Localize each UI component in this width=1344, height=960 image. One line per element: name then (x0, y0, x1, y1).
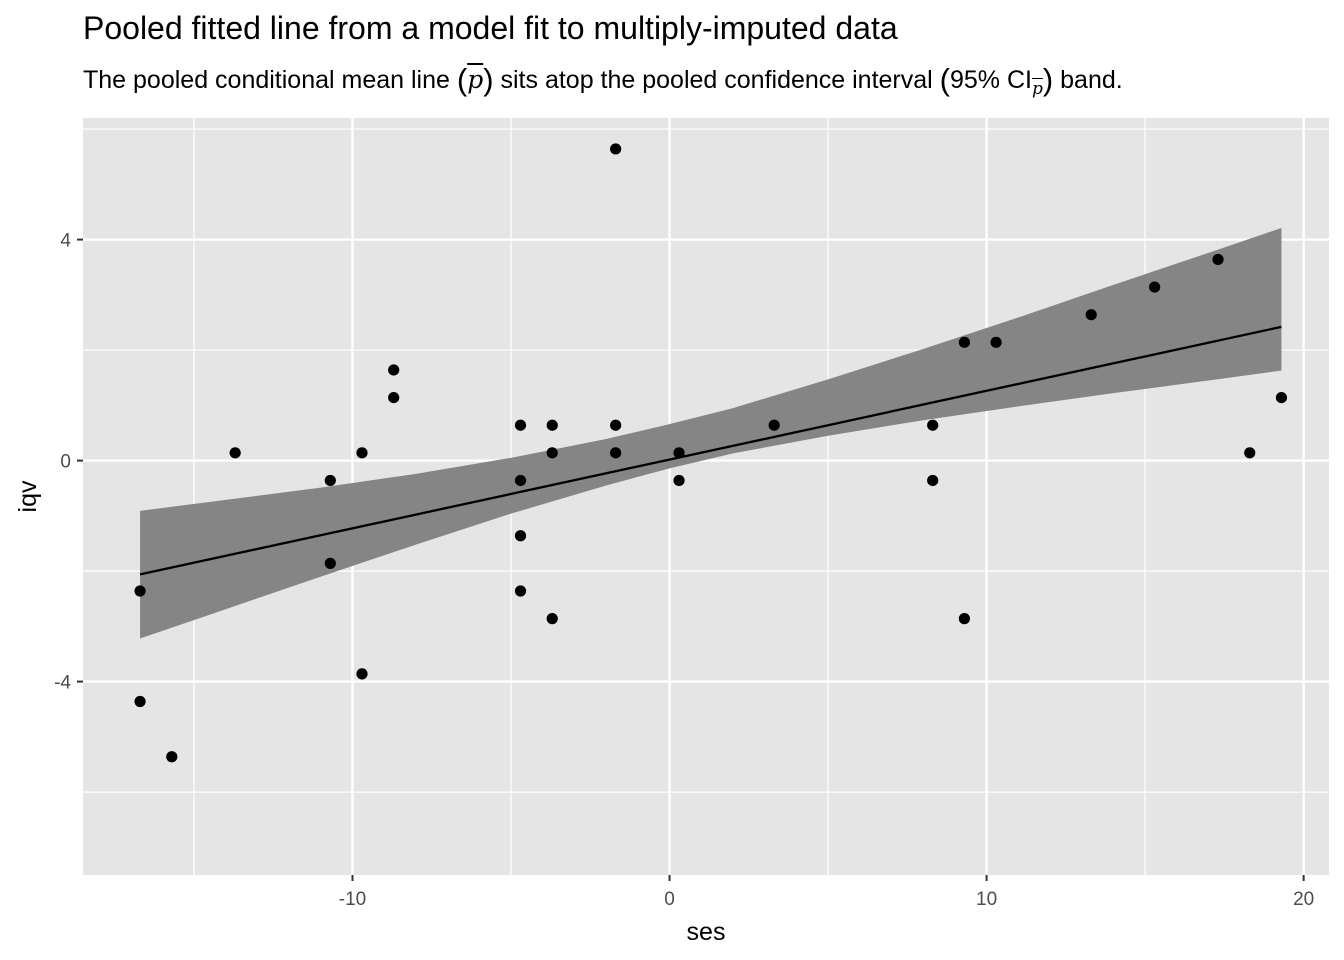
y-axis-ticks: -4 0 4 (54, 231, 83, 694)
data-point (768, 419, 780, 431)
data-point (514, 530, 527, 542)
data-points (134, 143, 1288, 763)
x-axis-title: ses (687, 918, 726, 946)
subtitle-symbol: p (467, 65, 484, 94)
data-point (610, 143, 622, 155)
subtitle-text-after: band. (1053, 66, 1123, 94)
data-point (1244, 447, 1256, 459)
data-point (134, 695, 146, 708)
y-tick-label: -4 (54, 673, 71, 694)
data-point (514, 585, 527, 597)
subtitle-ci-symbol: p (1031, 79, 1043, 99)
data-point (958, 613, 970, 625)
data-point (546, 419, 558, 431)
y-axis-title: iqv (14, 480, 42, 512)
data-point (356, 668, 368, 680)
confidence-band (140, 227, 1282, 639)
data-point (324, 557, 336, 569)
x-tick-label: 10 (976, 889, 997, 910)
data-point (927, 474, 939, 487)
chart-title: Pooled fitted line from a model fit to m… (83, 10, 898, 46)
data-point (388, 391, 400, 404)
x-axis-ticks: -10 0 10 20 (339, 875, 1314, 910)
y-tick-label: 0 (60, 452, 71, 473)
fitted-line (139, 325, 1282, 576)
subtitle-text-before: The pooled conditional mean line (83, 66, 457, 94)
data-point (1085, 309, 1097, 321)
data-point (673, 474, 685, 487)
data-point (134, 585, 146, 597)
chart-subtitle: The pooled conditional mean line (p) sit… (83, 62, 1123, 99)
data-point (356, 447, 368, 459)
data-point (1149, 281, 1161, 293)
data-point (388, 364, 400, 376)
x-tick-label: 0 (664, 889, 675, 910)
data-point (958, 336, 970, 348)
x-tick-label: -10 (339, 889, 366, 910)
subtitle-ci-label: 95% CI (950, 66, 1032, 94)
data-point (927, 419, 939, 431)
data-point (1212, 253, 1224, 266)
data-point (546, 447, 558, 459)
data-point (324, 474, 336, 487)
data-point (546, 613, 558, 625)
subtitle-text-middle: sits atop the pooled confidence interval (493, 66, 940, 94)
data-point (990, 336, 1002, 348)
data-point (1275, 391, 1288, 404)
y-tick-label: 4 (60, 231, 71, 252)
data-point (610, 419, 622, 431)
data-point (514, 419, 527, 431)
data-point (673, 447, 685, 459)
data-point (166, 751, 178, 763)
data-point (610, 447, 622, 459)
data-point (229, 447, 241, 459)
major-gridlines (83, 118, 1329, 875)
data-point (514, 474, 527, 487)
x-tick-label: 20 (1293, 889, 1314, 910)
